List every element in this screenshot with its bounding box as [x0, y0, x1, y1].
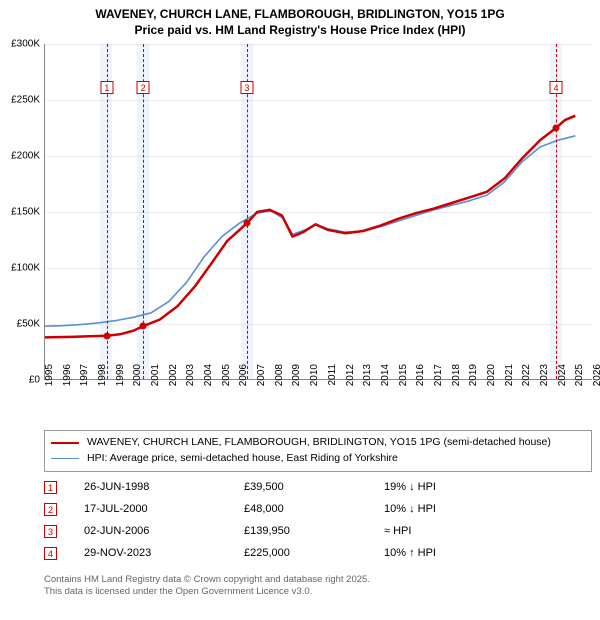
- series-price_paid: [45, 116, 575, 338]
- sale-marker-line: [107, 44, 108, 379]
- x-axis-label: 2020: [486, 364, 497, 404]
- x-axis-label: 2014: [380, 364, 391, 404]
- sale-row-price: £39,500: [244, 481, 384, 493]
- sale-row: 1 26-JUN-1998£39,50019% ↓ HPI: [44, 476, 592, 498]
- legend-label: WAVENEY, CHURCH LANE, FLAMBOROUGH, BRIDL…: [87, 435, 551, 451]
- x-axis-label: 2015: [398, 364, 409, 404]
- footer-line-2: This data is licensed under the Open Gov…: [44, 586, 370, 598]
- title-line-2: Price paid vs. HM Land Registry's House …: [0, 22, 600, 38]
- sale-marker-dot: [103, 332, 110, 339]
- sale-row-marker: 3: [44, 525, 57, 538]
- chart-svg: [45, 44, 593, 380]
- sale-marker-line: [247, 44, 248, 379]
- x-axis-label: 2001: [150, 364, 161, 404]
- sale-marker-dot: [140, 323, 147, 330]
- x-axis-label: 2022: [521, 364, 532, 404]
- plot-region: 1 2 3 4: [44, 44, 592, 380]
- legend-item: HPI: Average price, semi-detached house,…: [51, 451, 585, 467]
- y-axis-label: £150K: [0, 207, 40, 218]
- footer-attribution: Contains HM Land Registry data © Crown c…: [44, 574, 370, 599]
- sale-row-marker: 2: [44, 503, 57, 516]
- sale-row-date: 26-JUN-1998: [84, 481, 244, 493]
- y-axis-label: £50K: [0, 319, 40, 330]
- chart-title-block: WAVENEY, CHURCH LANE, FLAMBOROUGH, BRIDL…: [0, 0, 600, 38]
- y-axis-label: £250K: [0, 95, 40, 106]
- legend-item: WAVENEY, CHURCH LANE, FLAMBOROUGH, BRIDL…: [51, 435, 585, 451]
- x-axis-label: 2002: [168, 364, 179, 404]
- sale-marker-label: 2: [137, 81, 150, 94]
- sale-marker-line: [556, 44, 557, 379]
- x-axis-label: 2021: [504, 364, 515, 404]
- sale-row: 3 02-JUN-2006£139,950≈ HPI: [44, 520, 592, 542]
- x-axis-label: 1998: [97, 364, 108, 404]
- x-axis-label: 2012: [345, 364, 356, 404]
- x-axis-label: 1995: [44, 364, 55, 404]
- x-axis-label: 2004: [203, 364, 214, 404]
- x-axis-label: 2008: [274, 364, 285, 404]
- title-line-1: WAVENEY, CHURCH LANE, FLAMBOROUGH, BRIDL…: [0, 6, 600, 22]
- sale-marker-dot: [553, 125, 560, 132]
- footer-line-1: Contains HM Land Registry data © Crown c…: [44, 574, 370, 586]
- legend-label: HPI: Average price, semi-detached house,…: [87, 451, 398, 467]
- sale-row: 2 17-JUL-2000£48,00010% ↓ HPI: [44, 498, 592, 520]
- x-axis-label: 1997: [79, 364, 90, 404]
- sale-row-delta: 19% ↓ HPI: [384, 481, 504, 493]
- x-axis-label: 2018: [451, 364, 462, 404]
- x-axis-label: 2010: [309, 364, 320, 404]
- sale-row-delta: ≈ HPI: [384, 525, 504, 537]
- x-axis-label: 2005: [221, 364, 232, 404]
- sale-row-date: 02-JUN-2006: [84, 525, 244, 537]
- x-axis-label: 2007: [256, 364, 267, 404]
- y-axis-label: £100K: [0, 263, 40, 274]
- sale-marker-dot: [243, 220, 250, 227]
- x-axis-label: 2016: [415, 364, 426, 404]
- x-axis-label: 2009: [291, 364, 302, 404]
- y-axis-label: £300K: [0, 39, 40, 50]
- sale-row-price: £139,950: [244, 525, 384, 537]
- x-axis-label: 2017: [433, 364, 444, 404]
- x-axis-label: 2000: [132, 364, 143, 404]
- x-axis-label: 2006: [238, 364, 249, 404]
- x-axis-label: 2023: [539, 364, 550, 404]
- x-axis-label: 2011: [327, 364, 338, 404]
- sale-marker-label: 4: [550, 81, 563, 94]
- sale-row-price: £225,000: [244, 547, 384, 559]
- x-axis-label: 2003: [185, 364, 196, 404]
- x-axis-label: 2024: [557, 364, 568, 404]
- x-axis-label: 2019: [468, 364, 479, 404]
- sale-row-date: 29-NOV-2023: [84, 547, 244, 559]
- y-axis-label: £200K: [0, 151, 40, 162]
- legend-swatch: [51, 442, 79, 444]
- sales-table: 1 26-JUN-1998£39,50019% ↓ HPI 2 17-JUL-2000…: [44, 476, 592, 564]
- x-axis-label: 1996: [62, 364, 73, 404]
- sale-row-delta: 10% ↑ HPI: [384, 547, 504, 559]
- chart-area: 1 2 3 4 £0 £50K £100K £150K £200K £250K £300K 1995…: [0, 40, 600, 420]
- legend-swatch: [51, 458, 79, 459]
- sale-marker-label: 1: [100, 81, 113, 94]
- series-hpi: [45, 136, 575, 326]
- sale-row-marker: 1: [44, 481, 57, 494]
- x-axis-label: 2025: [574, 364, 585, 404]
- sale-row-delta: 10% ↓ HPI: [384, 503, 504, 515]
- sale-row-price: £48,000: [244, 503, 384, 515]
- sale-row-date: 17-JUL-2000: [84, 503, 244, 515]
- sale-row: 4 29-NOV-2023£225,00010% ↑ HPI: [44, 542, 592, 564]
- y-axis-label: £0: [0, 375, 40, 386]
- x-axis-label: 1999: [115, 364, 126, 404]
- legend: WAVENEY, CHURCH LANE, FLAMBOROUGH, BRIDL…: [44, 430, 592, 472]
- x-axis-label: 2026: [592, 364, 600, 404]
- sale-row-marker: 4: [44, 547, 57, 560]
- x-axis-label: 2013: [362, 364, 373, 404]
- sale-marker-label: 3: [240, 81, 253, 94]
